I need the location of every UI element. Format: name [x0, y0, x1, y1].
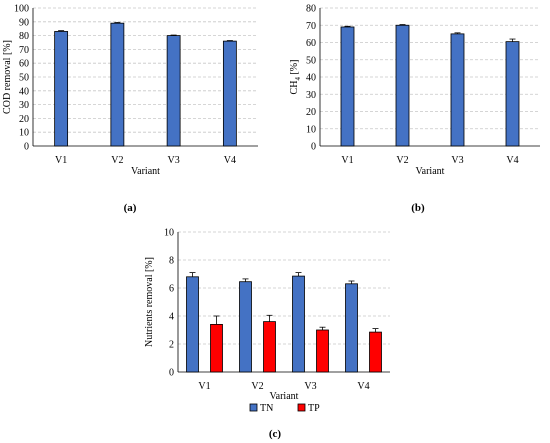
bar	[110, 22, 125, 147]
bar-tp	[210, 323, 223, 373]
legend-label-tp: TP	[308, 403, 320, 414]
y-tick-label: 10	[164, 228, 174, 239]
legend-label-tn: TN	[260, 403, 273, 414]
x-axis-title: Variant	[416, 166, 445, 177]
bar-tn	[345, 283, 358, 373]
panel-label-b: (b)	[411, 202, 425, 214]
panel-label-a: (a)	[124, 202, 137, 214]
legend-swatch-tp	[297, 403, 306, 412]
y-tick-label: 60	[19, 59, 29, 70]
y-axis-title: COD removal [%]	[2, 40, 13, 114]
x-tick-label: V3	[168, 155, 180, 166]
bar	[340, 26, 355, 147]
bar	[450, 33, 465, 147]
x-tick-label: V4	[506, 155, 518, 166]
chart-b-ch4: 0 10 20 30 40 50 60 70 80 V1 V2 V3 V4 Variant CH4 [%]	[289, 4, 540, 177]
x-tick-label: V3	[304, 381, 316, 392]
y-axis-title: CH4 [%]	[289, 60, 302, 95]
x-tick-label: V1	[341, 155, 353, 166]
y-tick-label: 20	[306, 107, 316, 118]
chart-a-cod-removal: 0 10 20 30 40 50 60 70 80 90 100 V1 V2 V3 V4 Variant COD…	[2, 4, 258, 177]
y-tick-label: 0	[24, 142, 29, 153]
y-tick-label: 70	[19, 45, 29, 56]
legend-swatch-tn	[249, 403, 258, 412]
y-tick-label: 6	[169, 284, 174, 295]
x-tick-label: V2	[251, 381, 263, 392]
x-tick-label: V2	[111, 155, 123, 166]
x-tick-label: V4	[224, 155, 236, 166]
y-tick-label: 40	[306, 73, 316, 84]
bar-tp	[263, 321, 276, 373]
y-axis-title-sub: 4	[294, 77, 302, 81]
y-axis-title-main: CH	[289, 81, 300, 95]
y-tick-label: 10	[19, 128, 29, 139]
bar-tn	[239, 281, 252, 373]
y-tick-label: 10	[306, 124, 316, 135]
bar-tn	[292, 275, 305, 373]
y-tick-label: 50	[19, 73, 29, 84]
x-tick-label: V1	[198, 381, 210, 392]
panel-label-c: (c)	[269, 428, 282, 440]
bar	[54, 31, 69, 147]
x-tick-label: V3	[451, 155, 463, 166]
bar	[166, 35, 181, 147]
y-tick-label: 80	[306, 4, 316, 15]
y-tick-label: 40	[19, 86, 29, 97]
bar	[505, 41, 520, 147]
y-tick-label: 60	[306, 38, 316, 49]
bar-tn	[186, 276, 199, 373]
y-tick-label: 100	[14, 4, 29, 15]
y-tick-label: 30	[306, 90, 316, 101]
y-tick-label: 0	[169, 368, 174, 379]
y-tick-label: 2	[169, 340, 174, 351]
y-axis-title: Nutrients removal [%]	[144, 257, 155, 347]
x-tick-label: V2	[396, 155, 408, 166]
bar-tp	[316, 329, 329, 373]
y-tick-label: 4	[169, 312, 174, 323]
x-tick-label: V1	[55, 155, 67, 166]
y-tick-label: 30	[19, 100, 29, 111]
bar	[222, 40, 237, 147]
y-tick-label: 80	[19, 31, 29, 42]
y-tick-label: 90	[19, 17, 29, 28]
bar-tp	[369, 331, 382, 373]
y-tick-label: 20	[19, 114, 29, 125]
chart-c-nutrients-removal: 0 2 4 6 8 10 V1 V2 V3 V4 Variant Nutrients removal …	[144, 228, 390, 414]
x-axis-title: Variant	[131, 166, 160, 177]
bar	[395, 24, 410, 147]
y-tick-label: 50	[306, 55, 316, 66]
x-axis-title: Variant	[270, 391, 299, 402]
y-tick-label: 0	[311, 142, 316, 153]
y-axis-title-suffix: [%]	[289, 60, 300, 78]
y-tick-label: 8	[169, 256, 174, 267]
x-tick-label: V4	[357, 381, 369, 392]
y-tick-label: 70	[306, 21, 316, 32]
